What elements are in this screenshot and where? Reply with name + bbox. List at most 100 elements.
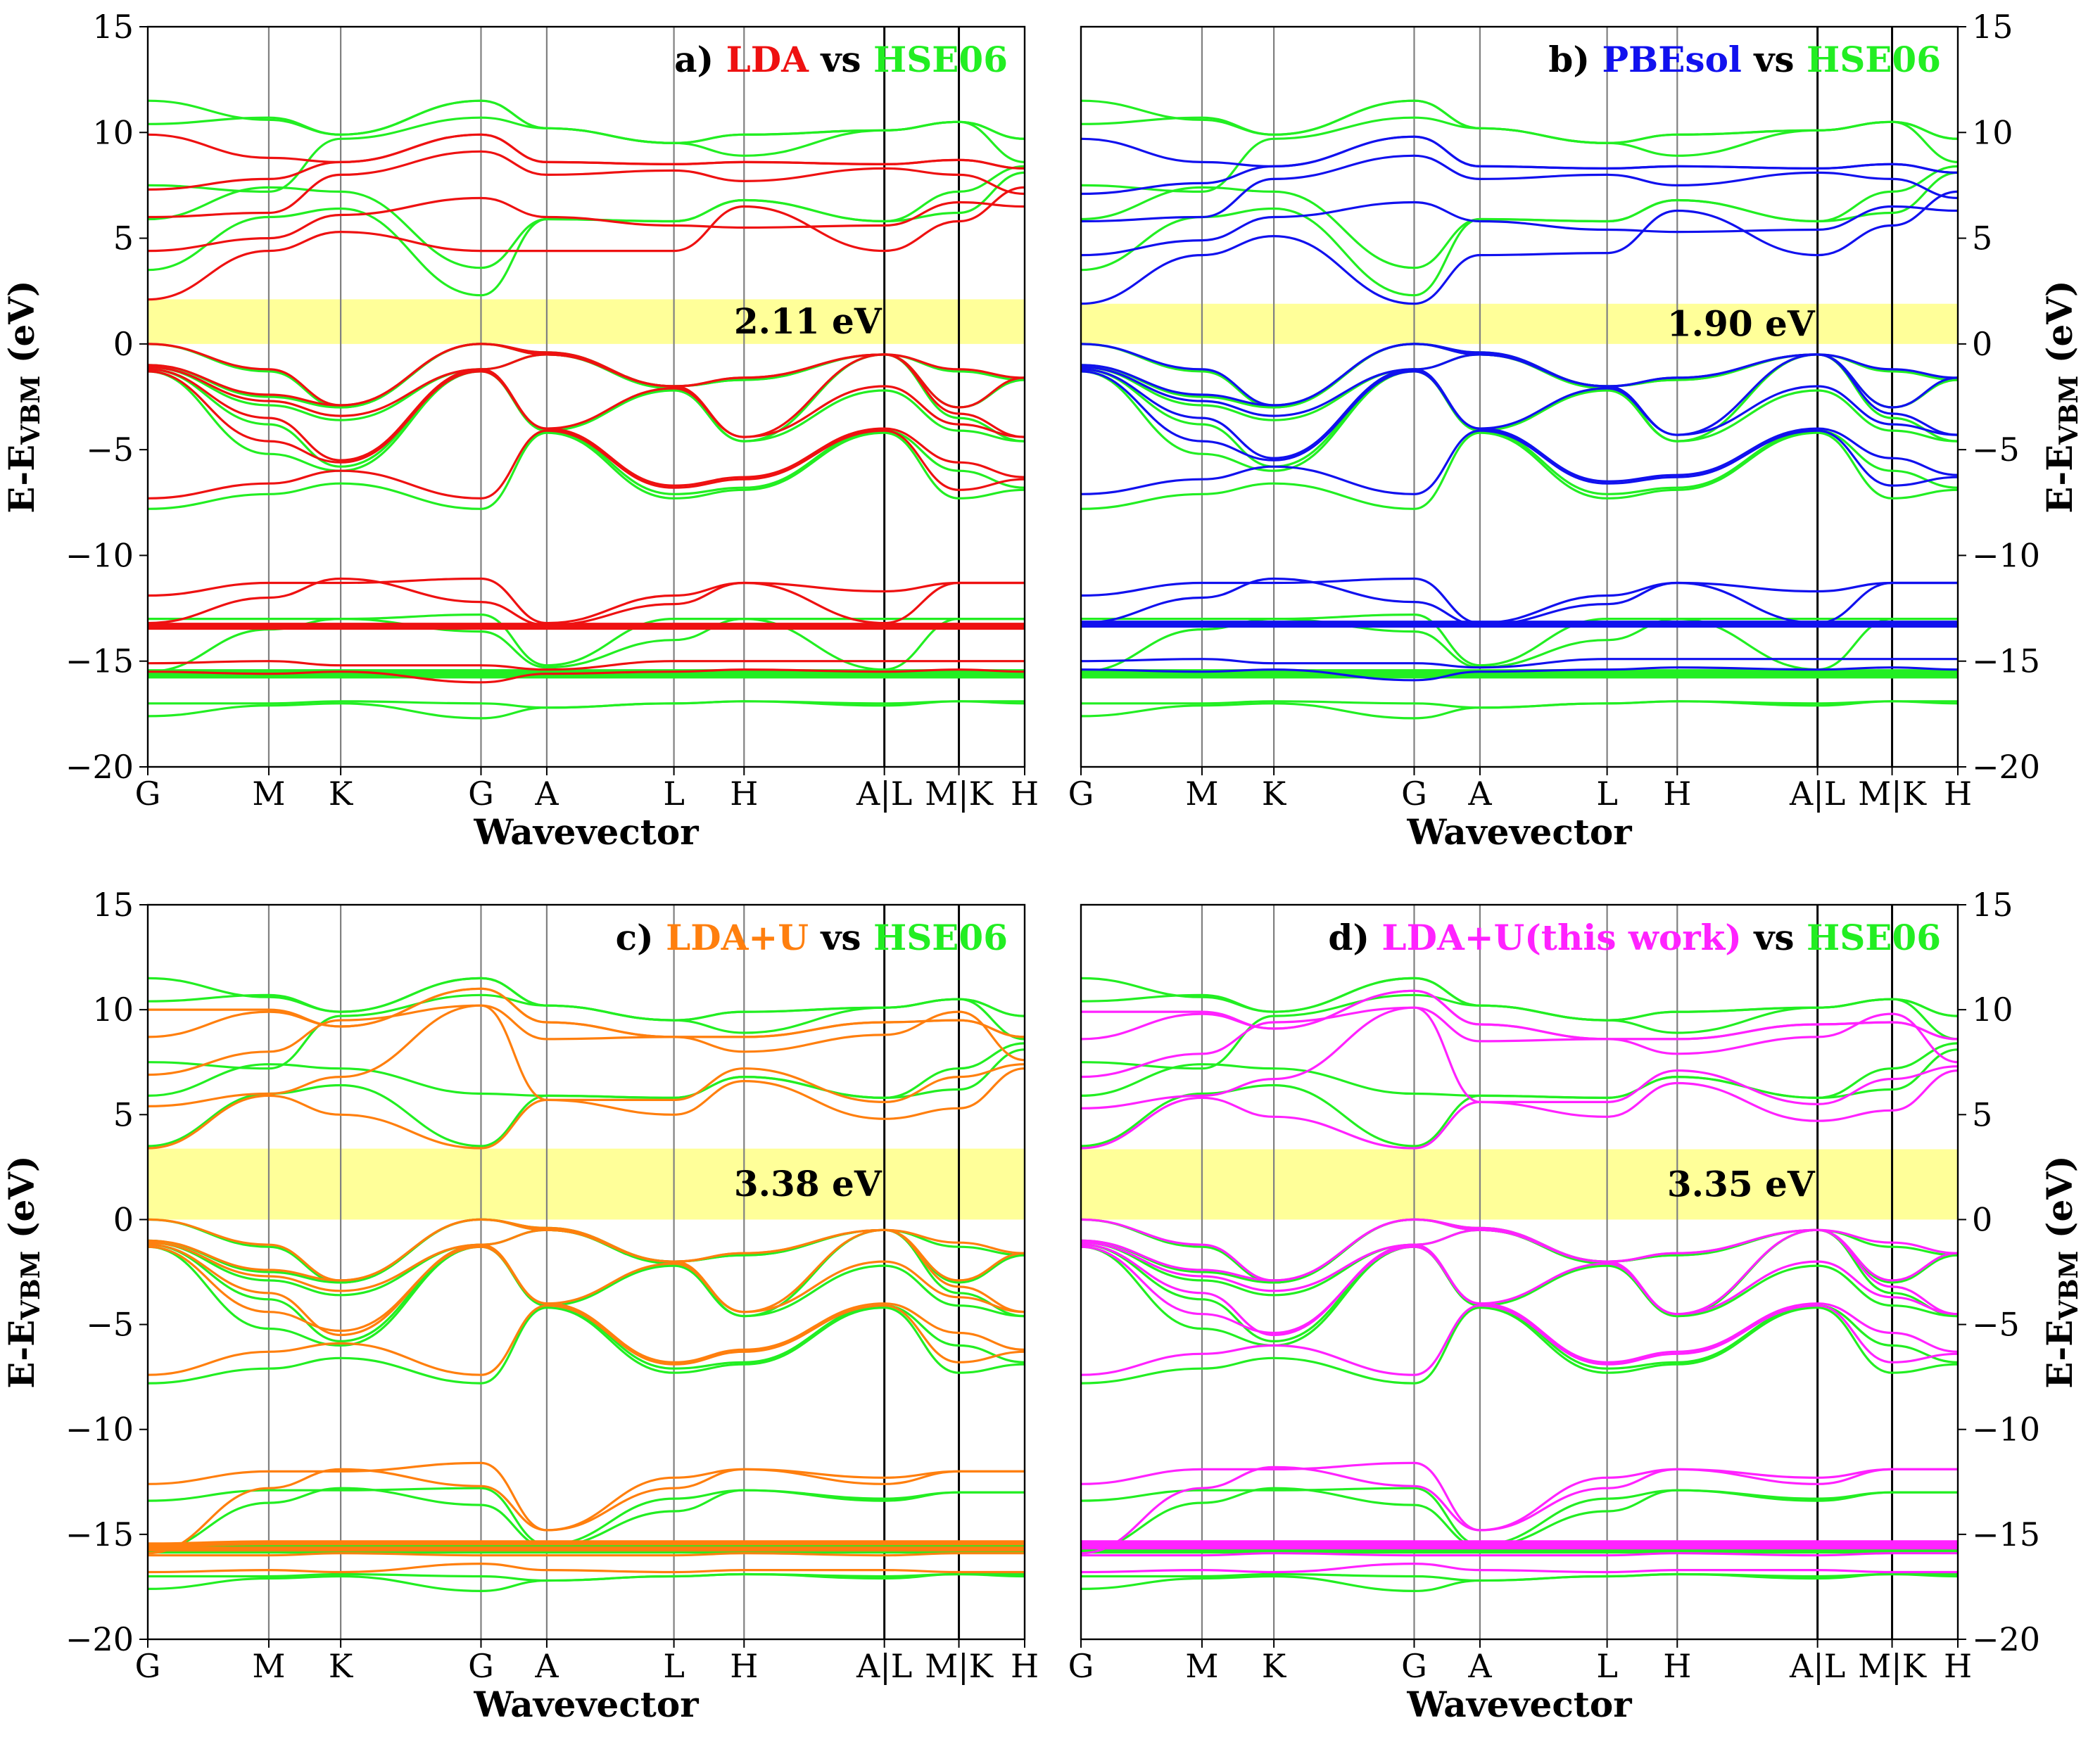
y-tick-label: −5 <box>86 431 134 469</box>
y-axis-label-subscript: VBM <box>16 376 46 445</box>
hse06-cond-band <box>1081 993 1958 1070</box>
y-tick-label: −10 <box>1972 1411 2040 1449</box>
y-axis-label-main: E-E <box>2039 1320 2080 1389</box>
ldau-semi-band <box>148 1461 1025 1532</box>
ldau_this-cond-band <box>1081 1006 1958 1079</box>
x-tick-label: M <box>252 775 285 813</box>
y-axis-label-main: E-E <box>2039 445 2080 514</box>
lda-cond-band <box>148 133 1025 170</box>
y-axis-label-subscript: VBM <box>16 1251 46 1321</box>
band-gap-region <box>1081 1149 1958 1220</box>
lda-semi-band <box>148 577 1025 625</box>
pbesol-val-band <box>1081 343 1958 407</box>
ldau-val-band <box>148 1245 1025 1363</box>
x-tick-label: A <box>534 775 559 813</box>
plot-frame <box>146 903 1026 1641</box>
y-axis-label-unit: (eV) <box>1 1155 42 1250</box>
hse06-cond-band <box>1081 977 1958 1022</box>
y-tick-label: 15 <box>1972 886 2013 924</box>
y-tick-label: −10 <box>1972 536 2040 574</box>
hse06-cond-band <box>1081 99 1958 144</box>
y-tick-label: 15 <box>92 8 134 46</box>
pbesol-cond-band <box>1081 190 1958 305</box>
ldau_this-semi-band <box>1081 1466 1958 1555</box>
panel-title-method: LDA+U(this work) <box>1381 917 1742 958</box>
x-tick-label: A|L <box>856 1647 912 1685</box>
panel-title-reference: HSE06 <box>873 917 1008 958</box>
lda-val-band <box>148 353 1025 438</box>
band-gap-region <box>1081 303 1958 344</box>
lda-semi-band <box>148 577 1025 627</box>
y-tick-label: −20 <box>65 748 134 786</box>
y-axis-label-unit: (eV) <box>2039 1155 2080 1250</box>
y-axis-label: E-EVBM (eV) <box>1 1155 46 1388</box>
lda-val-band <box>148 368 1025 462</box>
ldau-cond-band <box>148 987 1025 1038</box>
ldau_this-semi-band <box>1081 1461 1958 1532</box>
lda-val-band <box>148 343 1025 407</box>
pbesol-cond-band <box>1081 154 1958 223</box>
y-tick-label: 10 <box>1972 991 2013 1029</box>
x-tick-label: A <box>534 1647 559 1685</box>
x-tick-label: L <box>1596 775 1618 813</box>
x-tick-label: H <box>730 775 758 813</box>
band-gap-label: 3.38 eV <box>734 1163 883 1204</box>
x-tick-label: G <box>135 1647 161 1685</box>
pbesol-semi-band <box>1081 577 1958 625</box>
ldau_this-val-band <box>1081 1218 1958 1282</box>
x-tick-label: M|K <box>925 775 994 813</box>
panel-title-reference: HSE06 <box>873 39 1008 80</box>
hse06-val-band <box>1081 1243 1958 1342</box>
x-tick-label: G <box>1401 775 1427 813</box>
ldau-semi-band <box>148 1552 1025 1557</box>
hse06-cond-band <box>148 993 1025 1070</box>
band-gap-region <box>148 299 1025 344</box>
x-tick-label: L <box>663 1647 685 1685</box>
hse06-val-band <box>1081 1218 1958 1284</box>
ldau_this-val-band <box>1081 1218 1958 1282</box>
y-axis-label-unit: (eV) <box>1 280 42 375</box>
hse06-cond-band <box>1081 1042 1958 1099</box>
panel-b: 1.90 eV 15 10 5 0 −5 −10 −15 −20 G M K G A L H A|L M|K H Wa… <box>1068 8 2084 853</box>
x-tick-label: H <box>1663 775 1691 813</box>
y-tick-label: 5 <box>1972 1095 1992 1133</box>
hse06-val-band <box>1081 343 1958 409</box>
hse06-cond-band <box>148 1042 1025 1099</box>
lda-cond-band <box>148 186 1025 301</box>
plot-frame <box>1080 25 1959 768</box>
hse06-cond-band <box>148 116 1025 193</box>
hse06-semi-band <box>1081 1487 1958 1546</box>
x-tick-label: G <box>1068 775 1094 813</box>
band-curves <box>148 99 1025 720</box>
y-tick-label: 5 <box>113 220 134 258</box>
hse06-semi-band <box>1081 700 1958 720</box>
y-tick-label: 5 <box>113 1095 134 1133</box>
hse06-val-band <box>1081 1306 1958 1385</box>
y-tick-label: −20 <box>1972 1620 2040 1658</box>
x-tick-label: A <box>1467 775 1492 813</box>
x-tick-label: A <box>1467 1647 1492 1685</box>
ldau-semi-band <box>148 1468 1025 1555</box>
ldau-semi-band <box>148 1540 1025 1548</box>
pbesol-cond-band <box>1081 135 1958 196</box>
x-tick-label: K <box>329 1647 354 1685</box>
ldau_this-cond-band <box>1081 989 1958 1041</box>
ldau-val-band <box>148 1243 1025 1337</box>
hse06-cond-band <box>148 99 1025 144</box>
band-gap-label: 1.90 eV <box>1667 303 1816 344</box>
band-curves <box>148 977 1025 1592</box>
x-tick-label: K <box>329 775 354 813</box>
x-tick-label: H <box>1011 1647 1039 1685</box>
x-tick-label: M <box>1185 775 1218 813</box>
x-tick-label: A|L <box>1789 775 1845 813</box>
y-tick-label: −15 <box>1972 642 2040 680</box>
hse06-cond-band <box>148 171 1025 297</box>
lda-semi-band <box>148 668 1025 684</box>
hse06-val-band <box>148 368 1025 468</box>
hse06-cond-band <box>1081 165 1958 269</box>
y-tick-label: 0 <box>1972 325 1992 363</box>
x-tick-label: A|L <box>1789 1647 1845 1685</box>
x-tick-label: M|K <box>1858 1647 1928 1685</box>
